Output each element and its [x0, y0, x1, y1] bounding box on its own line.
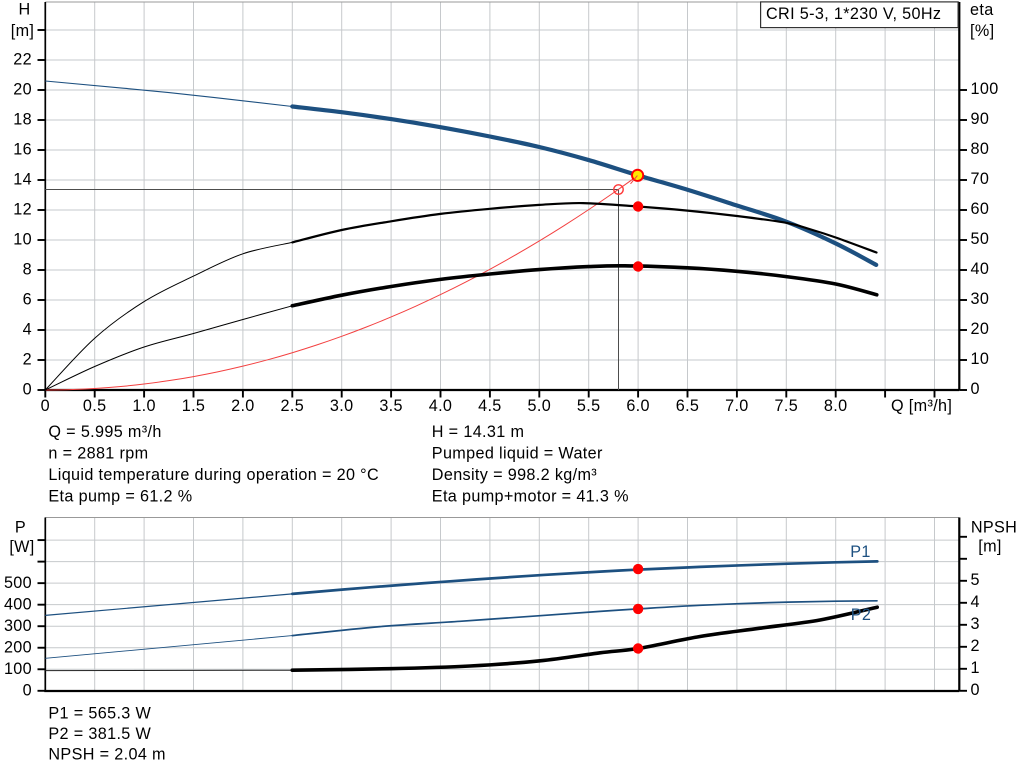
- svg-text:12: 12: [13, 201, 32, 219]
- svg-text:NPSH = 2.04 m: NPSH = 2.04 m: [48, 745, 165, 763]
- svg-text:[m]: [m]: [11, 22, 35, 40]
- svg-text:Pumped liquid = Water: Pumped liquid = Water: [432, 444, 603, 462]
- svg-text:4.0: 4.0: [429, 397, 453, 415]
- svg-text:200: 200: [4, 638, 32, 656]
- svg-text:3.5: 3.5: [379, 397, 403, 415]
- svg-text:5.5: 5.5: [577, 397, 601, 415]
- svg-text:P1 = 565.3 W: P1 = 565.3 W: [48, 705, 151, 723]
- svg-text:2: 2: [23, 351, 32, 369]
- svg-text:Eta pump+motor = 41.3 %: Eta pump+motor = 41.3 %: [432, 488, 629, 506]
- svg-text:0: 0: [41, 397, 50, 415]
- svg-text:3: 3: [971, 615, 980, 633]
- svg-text:8.0: 8.0: [824, 397, 848, 415]
- svg-text:P2 = 381.5 W: P2 = 381.5 W: [48, 725, 151, 743]
- svg-text:6: 6: [23, 291, 32, 309]
- svg-text:18: 18: [13, 111, 32, 129]
- svg-text:20: 20: [13, 81, 32, 99]
- svg-text:0: 0: [23, 381, 32, 399]
- svg-text:70: 70: [971, 170, 990, 188]
- svg-text:300: 300: [4, 617, 32, 635]
- svg-text:4.5: 4.5: [478, 397, 502, 415]
- svg-text:[W]: [W]: [9, 538, 34, 556]
- svg-text:H: H: [18, 1, 30, 19]
- svg-text:14: 14: [13, 171, 32, 189]
- svg-text:2: 2: [971, 637, 980, 655]
- svg-text:7.0: 7.0: [725, 397, 749, 415]
- svg-text:Q [m³/h]: Q [m³/h]: [891, 397, 952, 415]
- svg-text:[%]: [%]: [970, 22, 994, 40]
- svg-text:1.0: 1.0: [132, 397, 156, 415]
- svg-text:0: 0: [971, 380, 980, 398]
- svg-text:60: 60: [971, 200, 990, 218]
- svg-text:5: 5: [971, 571, 980, 589]
- svg-text:P2: P2: [851, 606, 872, 624]
- svg-text:0: 0: [23, 681, 32, 699]
- svg-text:Liquid temperature during oper: Liquid temperature during operation = 20…: [48, 466, 379, 484]
- svg-text:6.0: 6.0: [626, 397, 650, 415]
- svg-text:40: 40: [971, 260, 990, 278]
- svg-text:4: 4: [23, 321, 32, 339]
- svg-text:30: 30: [971, 290, 990, 308]
- svg-text:10: 10: [13, 231, 32, 249]
- svg-text:2.5: 2.5: [281, 397, 305, 415]
- svg-text:n = 2881 rpm: n = 2881 rpm: [48, 444, 148, 462]
- svg-text:10: 10: [971, 350, 990, 368]
- svg-text:P: P: [15, 518, 26, 536]
- svg-text:eta: eta: [970, 1, 994, 19]
- svg-text:P1: P1: [850, 543, 871, 561]
- svg-text:CRI 5-3, 1*230 V, 50Hz: CRI 5-3, 1*230 V, 50Hz: [766, 5, 941, 23]
- svg-text:16: 16: [13, 141, 32, 159]
- svg-text:Density = 998.2 kg/m³: Density = 998.2 kg/m³: [432, 466, 598, 484]
- svg-text:0: 0: [971, 681, 980, 699]
- svg-text:0.5: 0.5: [83, 397, 107, 415]
- svg-text:Eta pump = 61.2 %: Eta pump = 61.2 %: [48, 488, 192, 506]
- svg-text:3.0: 3.0: [330, 397, 354, 415]
- svg-text:[m]: [m]: [978, 537, 1002, 555]
- svg-text:NPSH: NPSH: [971, 518, 1017, 536]
- svg-text:80: 80: [971, 140, 990, 158]
- svg-text:6.5: 6.5: [676, 397, 700, 415]
- svg-text:90: 90: [971, 110, 990, 128]
- svg-text:500: 500: [4, 574, 32, 592]
- svg-text:H = 14.31 m: H = 14.31 m: [432, 423, 524, 441]
- svg-text:1.5: 1.5: [182, 397, 206, 415]
- svg-text:4: 4: [971, 593, 980, 611]
- svg-text:7.5: 7.5: [775, 397, 799, 415]
- svg-text:400: 400: [4, 595, 32, 613]
- svg-text:22: 22: [13, 51, 32, 69]
- svg-text:50: 50: [971, 230, 990, 248]
- svg-text:8: 8: [23, 261, 32, 279]
- svg-text:20: 20: [971, 320, 990, 338]
- svg-text:5.0: 5.0: [528, 397, 552, 415]
- svg-text:1: 1: [971, 659, 980, 677]
- svg-text:100: 100: [4, 660, 32, 678]
- svg-text:100: 100: [971, 80, 999, 98]
- svg-text:2.0: 2.0: [231, 397, 255, 415]
- svg-text:Q = 5.995 m³/h: Q = 5.995 m³/h: [48, 423, 161, 441]
